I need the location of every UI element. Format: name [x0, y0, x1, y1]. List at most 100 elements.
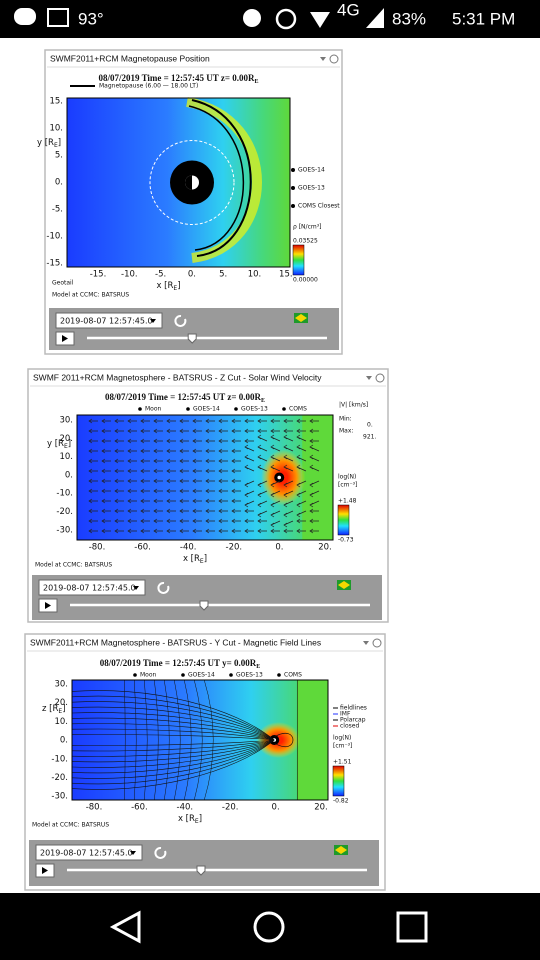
flow-arrow — [244, 518, 254, 524]
flow-arrow — [153, 448, 163, 454]
flow-arrow — [192, 478, 202, 484]
field-line — [143, 679, 148, 801]
flow-arrow — [127, 518, 137, 524]
x-tick-label: 15. — [279, 270, 293, 280]
flow-arrow — [192, 418, 202, 424]
field-line — [71, 739, 275, 768]
slider-thumb[interactable] — [187, 333, 197, 344]
recents-button[interactable] — [396, 911, 428, 943]
flow-arrow — [153, 458, 163, 464]
legend-marker — [133, 673, 137, 677]
legend-marker — [291, 186, 295, 190]
flow-arrow — [166, 508, 176, 514]
y-tick-label: 30. — [59, 416, 73, 426]
flow-arrow — [231, 468, 241, 474]
bluetooth-icon — [243, 9, 261, 27]
flow-arrow — [270, 500, 281, 508]
flow-arrow — [114, 488, 124, 494]
colorbar-max: +1.51 — [333, 759, 352, 766]
flow-arrow — [270, 454, 281, 462]
refresh-button[interactable] — [157, 581, 170, 594]
colorbar-min: -0.73 — [338, 537, 354, 544]
refresh-button[interactable] — [174, 314, 187, 327]
flow-arrow — [101, 518, 111, 524]
plot-frame — [66, 97, 291, 268]
legend-marker — [138, 407, 142, 411]
flow-arrow — [244, 508, 254, 514]
legend-marker — [291, 168, 295, 172]
slider-thumb[interactable] — [199, 600, 209, 611]
flow-arrow — [257, 434, 268, 442]
slider-thumb[interactable] — [196, 865, 206, 876]
close-button[interactable] — [375, 373, 385, 383]
flow-arrow — [283, 510, 294, 518]
flow-arrow — [192, 448, 202, 454]
flow-arrow — [283, 480, 294, 488]
flow-arrow — [283, 454, 294, 462]
flow-arrow — [231, 418, 241, 424]
back-button[interactable] — [109, 910, 141, 944]
field-line — [71, 695, 275, 741]
refresh-button[interactable] — [154, 846, 167, 859]
flow-arrow — [88, 518, 98, 524]
flow-arrow — [179, 498, 189, 504]
y-tick-label: 10. — [59, 452, 73, 462]
flow-arrow — [88, 508, 98, 514]
flow-arrow — [140, 428, 150, 434]
timestamp-select[interactable] — [35, 844, 143, 861]
flow-arrow — [205, 468, 215, 474]
flow-arrow — [309, 444, 320, 452]
flow-arrow — [127, 458, 137, 464]
close-button[interactable] — [329, 54, 339, 64]
flow-arrow — [296, 418, 306, 424]
flow-arrow — [218, 428, 228, 434]
line-type-label: IMF — [340, 711, 351, 718]
y-axis-label-part: z [R — [42, 704, 58, 714]
flow-arrow — [140, 418, 150, 424]
flow-arrow — [101, 478, 111, 484]
legend-label: GOES-13 — [236, 672, 263, 679]
field-line — [71, 712, 275, 741]
flow-arrow — [205, 528, 215, 534]
minimize-button[interactable] — [366, 376, 372, 380]
y-tick-label: -30. — [51, 792, 68, 802]
flow-arrow — [257, 428, 267, 434]
x-axis-label-part: x [R — [156, 281, 173, 291]
x-tick-label: -80. — [86, 803, 103, 813]
close-button[interactable] — [372, 638, 382, 648]
legend-label: COMS — [284, 672, 302, 679]
upstream-region — [297, 680, 328, 800]
colorbar-min: 0.00000 — [293, 277, 318, 284]
y-tick-label: -20. — [51, 773, 68, 783]
field-line — [163, 679, 170, 801]
velocity-label: |V| [km/s] — [339, 402, 368, 409]
flow-arrow — [179, 508, 189, 514]
minimize-button[interactable] — [363, 641, 369, 645]
field-line — [71, 690, 275, 741]
flow-arrow — [218, 508, 228, 514]
field-line — [71, 739, 275, 774]
velocity-max-label: Max: — [339, 428, 353, 435]
home-button[interactable] — [253, 911, 285, 943]
flow-arrow — [283, 434, 294, 442]
flow-arrow — [244, 454, 255, 462]
x-tick-label: 20. — [314, 803, 328, 813]
legend-marker — [277, 673, 281, 677]
y-tick-label: 30. — [54, 680, 68, 690]
x-tick-label: 0. — [275, 543, 283, 553]
minimize-button[interactable] — [320, 57, 326, 61]
flow-arrow — [179, 428, 189, 434]
timestamp-select[interactable] — [38, 579, 146, 596]
flow-arrow — [127, 438, 137, 444]
flow-arrow — [231, 448, 241, 454]
flow-arrow — [101, 498, 111, 504]
flow-arrow — [166, 498, 176, 504]
legend-marker — [181, 673, 185, 677]
field-line — [71, 739, 275, 746]
flow-arrow — [257, 418, 267, 424]
flag-diamond — [335, 846, 347, 854]
battery: 83% — [392, 9, 426, 28]
flow-arrow — [270, 528, 280, 534]
timestamp-select[interactable] — [55, 312, 163, 329]
flow-arrow — [205, 438, 215, 444]
